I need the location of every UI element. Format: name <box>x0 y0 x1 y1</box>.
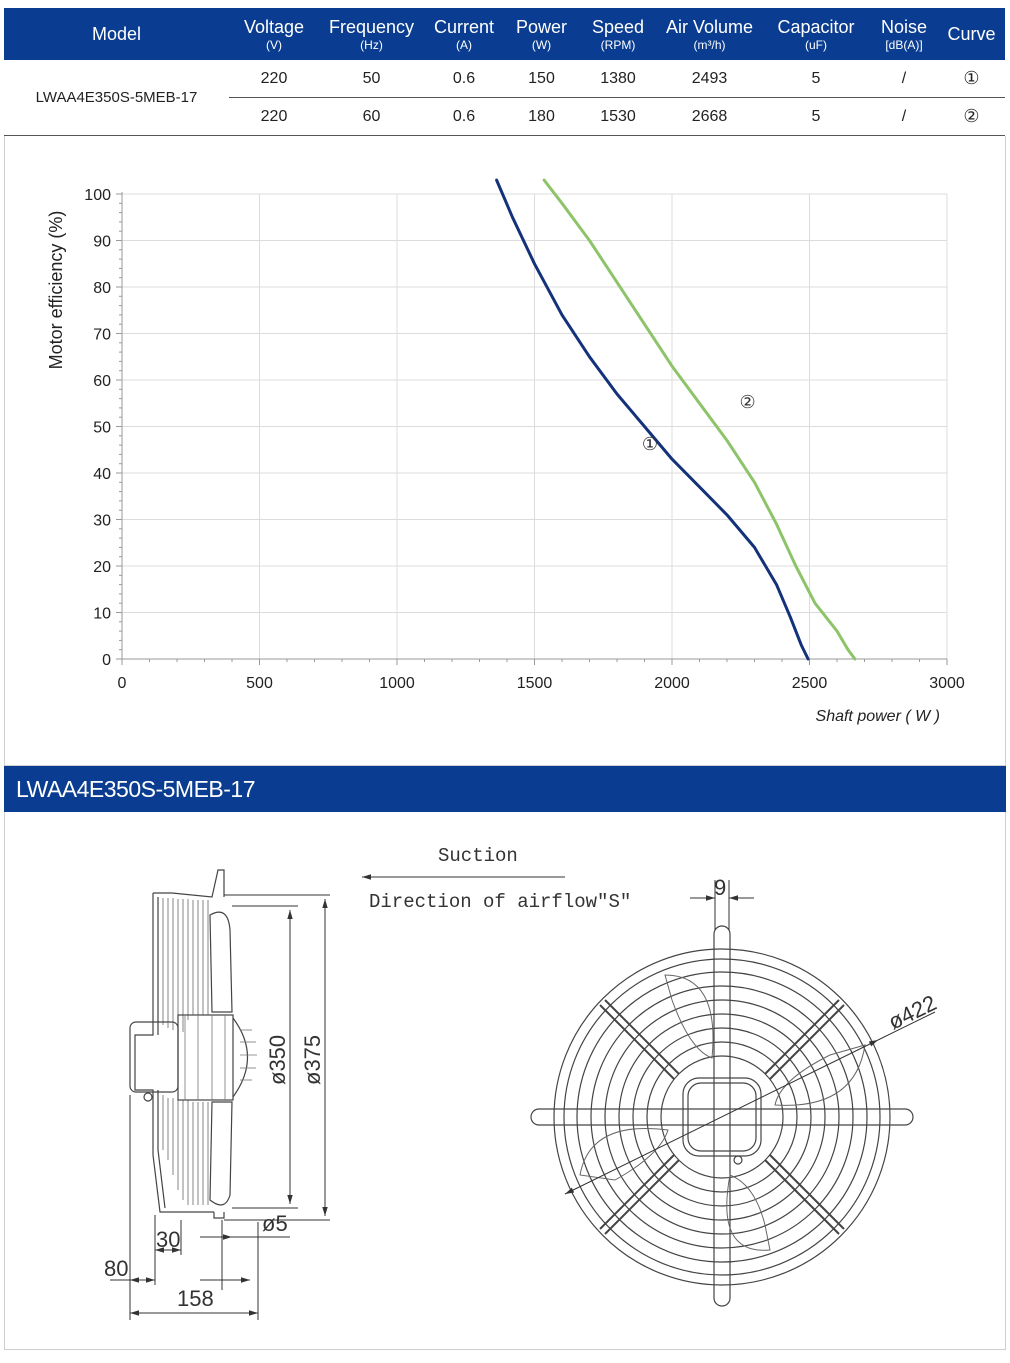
suction-label: Suction <box>438 845 518 867</box>
spec-table: Model Voltage (V) Frequency (Hz) Current (A… <box>4 8 1005 136</box>
front-view <box>530 925 914 1307</box>
header-current: Current (A) <box>433 16 495 52</box>
cell-voltage: 220 <box>229 60 319 98</box>
dim-80-label: 80 <box>104 1256 128 1281</box>
cell-curve: ① <box>938 60 1005 98</box>
y-tick-label: 10 <box>93 606 111 623</box>
cell-noise: / <box>870 60 938 98</box>
dim-9-label: 9 <box>714 875 726 900</box>
side-view-dimensions <box>110 894 330 1320</box>
cell-power: 150 <box>504 60 579 98</box>
x-tick-label: 2500 <box>792 675 828 692</box>
cell-frequency: 50 <box>319 60 424 98</box>
x-tick-label: 500 <box>246 675 273 692</box>
section-title: LWAA4E350S-5MEB-17 <box>16 776 256 802</box>
cell-air-volume: 2493 <box>657 60 762 98</box>
x-tick-label: 3000 <box>929 675 965 692</box>
model-cell: LWAA4E350S-5MEB-17 <box>4 60 229 136</box>
y-tick-label: 50 <box>93 420 111 437</box>
header-curve: Curve <box>947 24 996 44</box>
cell-current: 0.6 <box>424 60 504 98</box>
y-tick-label: 60 <box>93 373 111 390</box>
table-row: LWAA4E350S-5MEB-17 220 50 0.6 150 1380 2… <box>4 60 1005 136</box>
header-capacitor: Capacitor (uF) <box>777 16 855 52</box>
series-line-1 <box>495 178 810 661</box>
x-tick-label: 2000 <box>654 675 690 692</box>
y-tick-label: 70 <box>93 327 111 344</box>
header-model: Model <box>91 24 142 44</box>
header-power: Power (W) <box>515 16 568 52</box>
y-tick-label: 20 <box>93 559 111 576</box>
airflow-direction-label: Direction of airflow"S" <box>369 891 631 913</box>
cell-frequency: 60 <box>319 97 424 136</box>
dimension-drawing: ø350 ø375 ø5 30 80 158 Suction Direction… <box>104 845 940 1320</box>
side-view-labels: ø350 ø375 ø5 30 80 158 <box>104 1035 325 1311</box>
airflow-annotation: Suction Direction of airflow"S" <box>362 845 631 913</box>
y-axis-label: Motor efficiency (%) <box>46 211 66 370</box>
cell-voltage: 220 <box>229 97 319 136</box>
cell-speed: 1380 <box>579 60 657 98</box>
dim-375-label: ø375 <box>300 1035 325 1085</box>
header-voltage: Voltage (V) <box>243 16 305 52</box>
series-label-2: ② <box>740 392 756 412</box>
cell-noise: / <box>870 97 938 136</box>
x-tick-label: 0 <box>118 675 127 692</box>
x-axis-label: Shaft power ( W ) <box>816 708 940 725</box>
y-tick-label: 100 <box>84 187 111 204</box>
header-air-volume: Air Volume (m³/h) <box>665 16 754 52</box>
y-tick-label: 40 <box>93 466 111 483</box>
cell-curve: ② <box>938 97 1005 136</box>
header-frequency: Frequency (Hz) <box>328 16 415 52</box>
table-row: 220 60 0.6 180 1530 2668 5 / ② <box>4 97 1005 136</box>
side-view <box>129 869 257 1219</box>
header-speed: Speed (RPM) <box>591 16 645 52</box>
dim-422-label: ø422 <box>884 990 940 1034</box>
header-noise: Noise [dB(A)] <box>880 16 928 52</box>
series-line-2 <box>542 178 857 661</box>
y-tick-label: 90 <box>93 234 111 251</box>
chart-panel <box>4 136 1006 766</box>
dim-158-label: 158 <box>177 1286 214 1311</box>
spec-header-row: Model Voltage (V) Frequency (Hz) Current (A… <box>4 8 1005 60</box>
chart-ticks: 0 500 1000 1500 2000 2500 3000 0 10 20 30 40 50 60 70 8… <box>84 187 965 692</box>
cell-capacitor: 5 <box>762 60 870 98</box>
chart-series: ①② <box>495 178 857 661</box>
front-view-dimensions <box>564 880 936 1195</box>
y-tick-label: 30 <box>93 513 111 530</box>
cell-power: 180 <box>504 97 579 136</box>
dim-5-label: ø5 <box>262 1211 288 1236</box>
x-tick-label: 1500 <box>517 675 553 692</box>
series-label-1: ① <box>642 434 658 454</box>
cell-capacitor: 5 <box>762 97 870 136</box>
cell-air-volume: 2668 <box>657 97 762 136</box>
dim-30-label: 30 <box>156 1227 180 1252</box>
efficiency-chart: 0 500 1000 1500 2000 2500 3000 0 10 20 30 40 50 60 70 8… <box>46 178 965 725</box>
dim-350-label: ø350 <box>265 1035 290 1085</box>
y-tick-label: 80 <box>93 280 111 297</box>
y-tick-label: 0 <box>102 652 111 669</box>
cell-speed: 1530 <box>579 97 657 136</box>
drawing-panel <box>4 812 1006 1350</box>
x-tick-label: 1000 <box>379 675 415 692</box>
cell-current: 0.6 <box>424 97 504 136</box>
section-banner: LWAA4E350S-5MEB-17 <box>4 766 1006 812</box>
